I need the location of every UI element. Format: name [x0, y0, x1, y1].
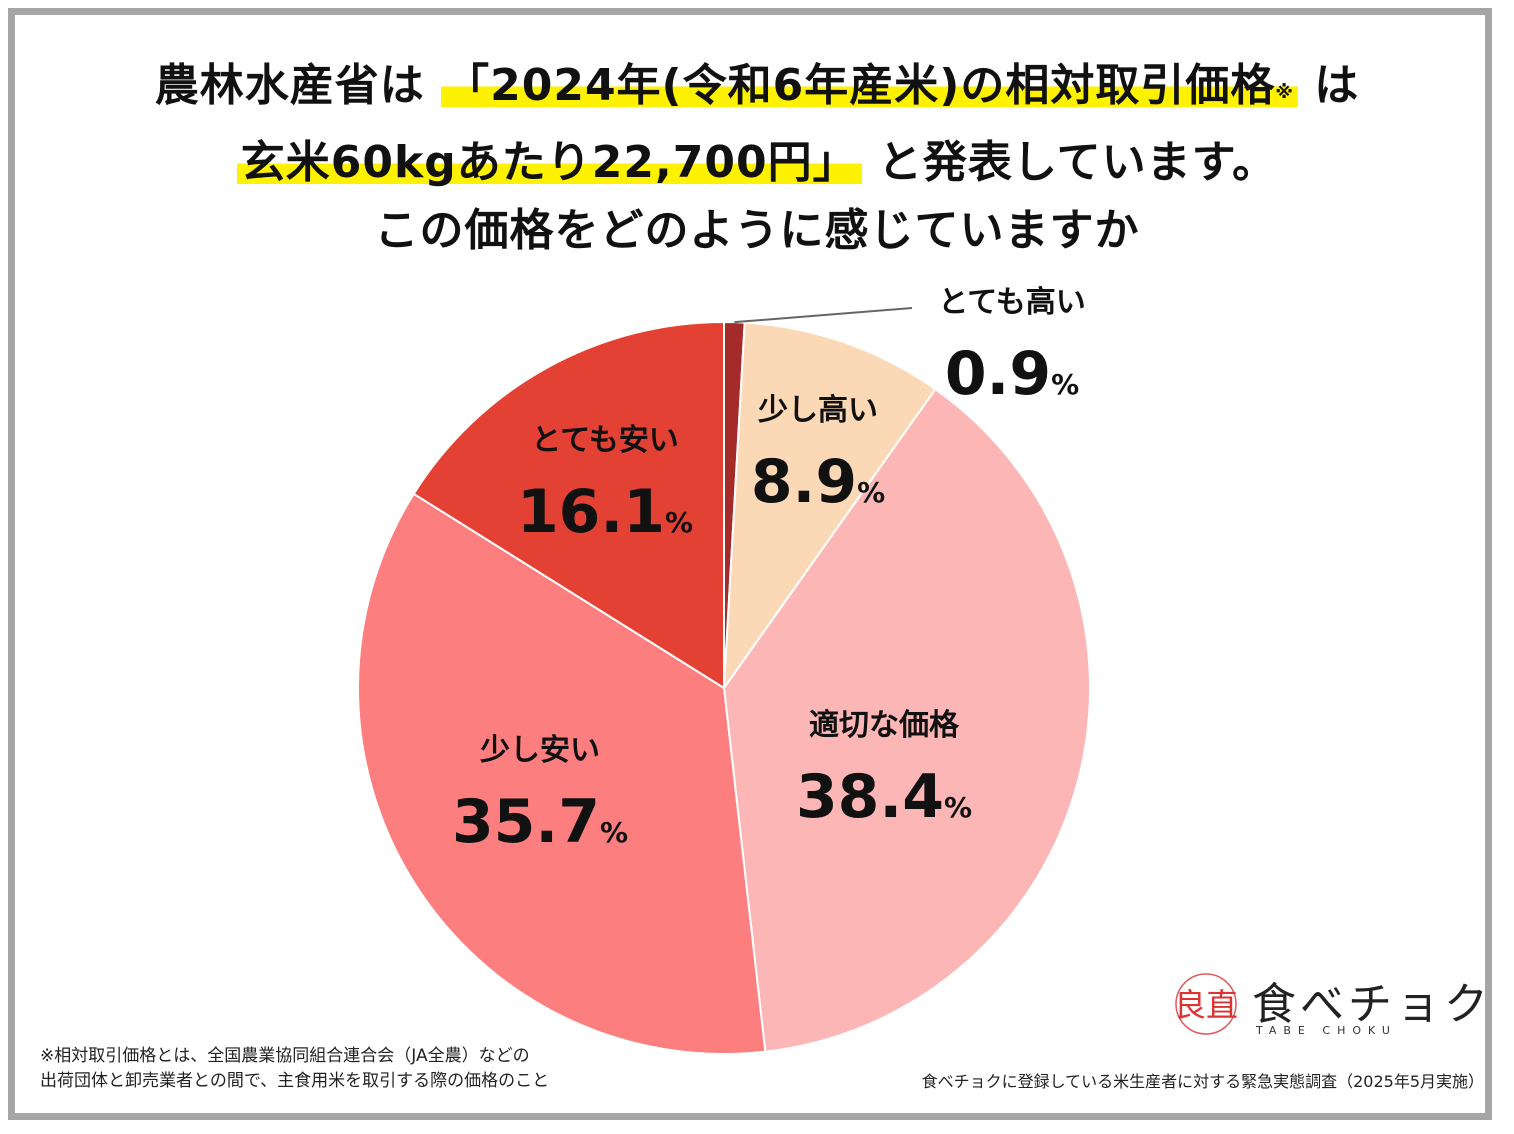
slice-label-slightly-low: 少し安い	[480, 733, 600, 768]
slice-value-very-low: 16.1%	[517, 477, 693, 547]
leader-line-very-high	[734, 307, 913, 324]
title-line-3: この価格をどのように感じていますか	[374, 205, 1140, 256]
logo-mark-icon: 良直	[1174, 973, 1238, 1035]
pie-slice-very-low	[412, 320, 725, 690]
slice-value-appropriate: 38.4%	[796, 762, 972, 832]
slice-value-slightly-high: 8.9%	[751, 447, 885, 517]
slice-label-very-low: とても安い	[531, 423, 679, 458]
pie-labels: とても高い 0.9% 少し高い 8.9% 適切な価格 38.4% 少し安い 35.7% とても安…	[452, 285, 1086, 857]
title-suffix-2: と発表しています。	[877, 137, 1278, 188]
footnote: ※相対取引価格とは、全国農業協同組合連合会（JA全農）などの 出荷団体と卸売業者…	[40, 1044, 549, 1094]
logo-subtitle: TABE CHOKU	[1256, 1024, 1397, 1037]
pie-slice-appropriate	[722, 387, 1091, 1053]
slice-value-slightly-low: 35.7%	[452, 787, 628, 857]
title-highlight-2: 玄米60kgあたり22,700円」	[236, 137, 862, 188]
note-mark: ※	[1275, 82, 1294, 103]
pie-slice-slightly-high	[722, 321, 937, 692]
pie-slice-slightly-low	[357, 492, 767, 1055]
brand-logo: 良直 食べチョク TABE CHOKU	[1170, 968, 1488, 1048]
logo-name: 食べチョク	[1252, 979, 1492, 1030]
slice-label-very-high: とても高い	[938, 285, 1086, 320]
slice-value-very-high: 0.9%	[945, 339, 1079, 409]
title-line-2: 玄米60kgあたり22,700円」 と発表しています。	[0, 129, 1514, 197]
title-line-1: 農林水産省は 「2024年(令和6年産米)の相対取引価格※ は	[0, 52, 1514, 129]
title-highlight-text-1: 「2024年(令和6年産米)の相対取引価格	[445, 60, 1276, 111]
title-highlight-1: 「2024年(令和6年産米)の相対取引価格※	[441, 60, 1298, 111]
footnote-line-1: ※相対取引価格とは、全国農業協同組合連合会（JA全農）などの	[40, 1046, 530, 1066]
page-title: 農林水産省は 「2024年(令和6年産米)の相対取引価格※ は 玄米60kgあた…	[0, 52, 1514, 265]
title-prefix: 農林水産省は	[154, 60, 425, 111]
slice-label-appropriate: 適切な価格	[809, 708, 960, 743]
pie-slices	[357, 320, 1091, 1055]
slice-label-slightly-high: 少し高い	[758, 393, 878, 428]
footnote-line-2: 出荷団体と卸売業者との間で、主食用米を取引する際の価格のこと	[40, 1071, 550, 1091]
survey-source: 食べチョクに登録している米生産者に対する緊急実態調査（2025年5月実施）	[921, 1072, 1484, 1091]
logo-mark-text: 良直	[1174, 986, 1238, 1024]
title-suffix-1: は	[1314, 60, 1360, 111]
